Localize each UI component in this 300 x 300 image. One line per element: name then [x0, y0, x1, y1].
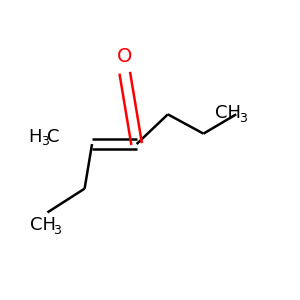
- Text: 3: 3: [53, 224, 61, 237]
- Text: H: H: [28, 128, 42, 146]
- Text: 3: 3: [239, 112, 247, 125]
- Text: CH: CH: [30, 216, 56, 234]
- Text: 3: 3: [41, 136, 50, 148]
- Text: O: O: [117, 47, 132, 66]
- Text: C: C: [47, 128, 60, 146]
- Text: CH: CH: [215, 104, 242, 122]
